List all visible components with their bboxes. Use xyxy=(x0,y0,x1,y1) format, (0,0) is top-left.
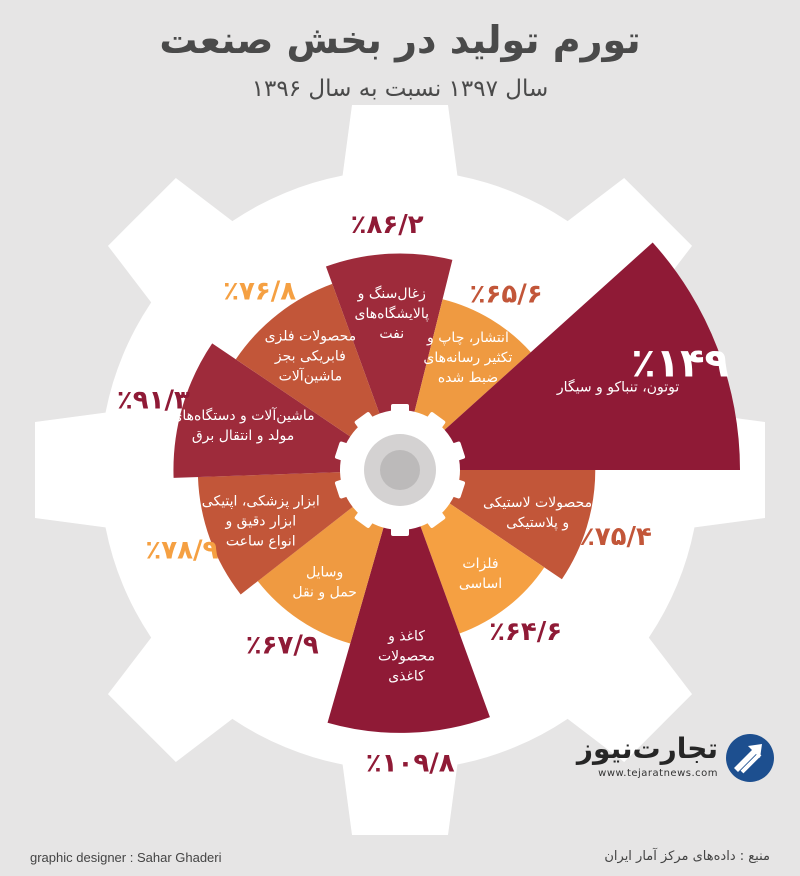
pie-slice xyxy=(257,506,384,644)
data-source: منبع : داده‌های مرکز آمار ایران xyxy=(604,849,770,864)
value-label: ٪۱۰۹/۸ xyxy=(366,749,455,779)
chart-title: تورم تولید در بخش صنعت xyxy=(159,18,641,62)
segment-text-layer: زغال‌سنگ و پالایشگاه‌های نفت انتشار، چاپ و ت… xyxy=(171,285,679,685)
brand-url: www.tejaratnews.com xyxy=(598,768,718,779)
segment-label-line: ضبط شده xyxy=(438,370,498,386)
segment-label: فلزات اساسی xyxy=(459,556,502,592)
value-label: ٪۶۴/۶ xyxy=(489,617,562,647)
chart-subtitle: سال ۱۳۹۷ نسبت به سال ۱۳۹۶ xyxy=(251,76,549,102)
segment-label: انتشار، چاپ و تکثیر رسانه‌های ضبط شده xyxy=(423,330,512,386)
segment-label-line: انتشار، چاپ و xyxy=(426,330,509,346)
segment-label-line: فابریکی بجز xyxy=(274,348,346,364)
segment-label-line: کاغذ و xyxy=(387,629,425,645)
value-label: ٪۶۷/۹ xyxy=(246,631,319,661)
segment-label-line: انواع ساعت xyxy=(226,534,296,550)
designer-credit: graphic designer : Sahar Ghaderi xyxy=(30,850,222,865)
pie-slice xyxy=(449,470,596,580)
pie-slice xyxy=(414,299,531,430)
value-label: ٪۷۸/۹ xyxy=(145,535,218,565)
segment-label-line: محصولات لاستیکی xyxy=(483,495,592,511)
wedge-layer xyxy=(173,242,740,733)
segment-label: توتون، تنباکو و سیگار xyxy=(556,378,679,395)
segment-label-line: فلزات xyxy=(462,556,498,572)
pie-slice xyxy=(325,253,453,414)
pie-slice xyxy=(235,283,380,437)
segment-label-line: پالایشگاه‌های xyxy=(355,305,430,322)
segment-label-line: ابزار دقیق و xyxy=(224,514,296,530)
value-label: ٪۹۱/۳ xyxy=(117,385,190,415)
segment-label: کاغذ و محصولات کاغذی xyxy=(378,629,435,685)
pie-slice xyxy=(444,242,740,470)
segment-label-line: اساسی xyxy=(459,576,502,592)
segment-label-line: ابزار پزشکی، اپتیکی xyxy=(202,494,320,510)
segment-label-line: کاغذی xyxy=(388,669,425,685)
segment-label-line: حمل و نقل xyxy=(292,585,357,601)
segment-label-line: ماشین‌آلات xyxy=(279,367,342,384)
value-label: ٪۸۶/۲ xyxy=(351,210,424,240)
value-label: ٪۱۴۹ xyxy=(631,340,729,386)
brand-name: تجارت‌نیوز xyxy=(576,732,718,765)
gear-tooth xyxy=(342,760,458,835)
segment-label: محصولات لاستیکی و پلاستیکی xyxy=(483,495,592,531)
gear-tooth xyxy=(35,412,110,528)
gear-tooth xyxy=(107,177,236,306)
segment-label: وسایل حمل و نقل xyxy=(292,565,357,601)
gear-tooth xyxy=(564,634,693,763)
segment-label-line: و پلاستیکی xyxy=(506,515,569,531)
center-gear-icon xyxy=(334,404,466,536)
value-label-layer: ٪۸۶/۲ ٪۶۵/۶ ٪۱۴۹ ٪۷۵/۴ ٪۶۴/۶ ٪۱۰۹/۸ ٪۶۷/۹ ٪۷۸/۹… xyxy=(117,210,729,779)
value-label: ٪۶۵/۶ xyxy=(470,279,543,309)
gear-tooth xyxy=(107,634,236,763)
segment-label-line: زغال‌سنگ و xyxy=(357,285,426,302)
pie-slice xyxy=(420,503,545,634)
value-label: ٪۷۶/۸ xyxy=(223,276,296,306)
value-label: ٪۷۵/۴ xyxy=(579,522,652,552)
segment-label-line: وسایل xyxy=(306,565,343,581)
segment-label-line: ماشین‌آلات و دستگاه‌های xyxy=(171,407,314,424)
segment-label-line: محصولات xyxy=(378,649,435,665)
segment-label-line: نفت xyxy=(379,326,404,342)
segment-label: زغال‌سنگ و پالایشگاه‌های نفت xyxy=(355,285,430,342)
brand-logo: تجارت‌نیوز www.tejaratnews.com xyxy=(577,728,782,788)
segment-label: ماشین‌آلات و دستگاه‌های مولد و انتقال برق xyxy=(171,407,314,444)
pie-slice xyxy=(327,526,490,733)
gear-tooth xyxy=(342,105,458,180)
brand-arrow-icon xyxy=(726,734,774,782)
segment-label-line: توتون، تنباکو و سیگار xyxy=(556,378,679,395)
pie-slice xyxy=(173,343,351,478)
pie-slice xyxy=(197,472,353,595)
segment-label-line: محصولات فلزی xyxy=(265,328,357,344)
segment-label: ابزار پزشکی، اپتیکی ابزار دقیق و انواع ساع… xyxy=(202,494,320,550)
segment-label: محصولات فلزی فابریکی بجز ماشین‌آلات xyxy=(265,328,357,384)
segment-label-line: مولد و انتقال برق xyxy=(192,428,294,444)
segment-label-line: تکثیر رسانه‌های xyxy=(423,350,512,366)
